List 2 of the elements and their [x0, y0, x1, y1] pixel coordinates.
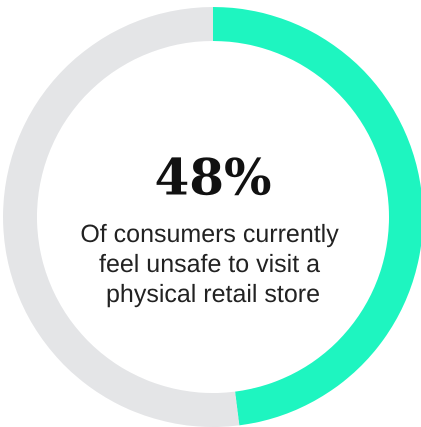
data-label: 48% [154, 148, 272, 206]
text: Of consumers currently feel unsafe to visit a physical retail store [80, 220, 346, 308]
